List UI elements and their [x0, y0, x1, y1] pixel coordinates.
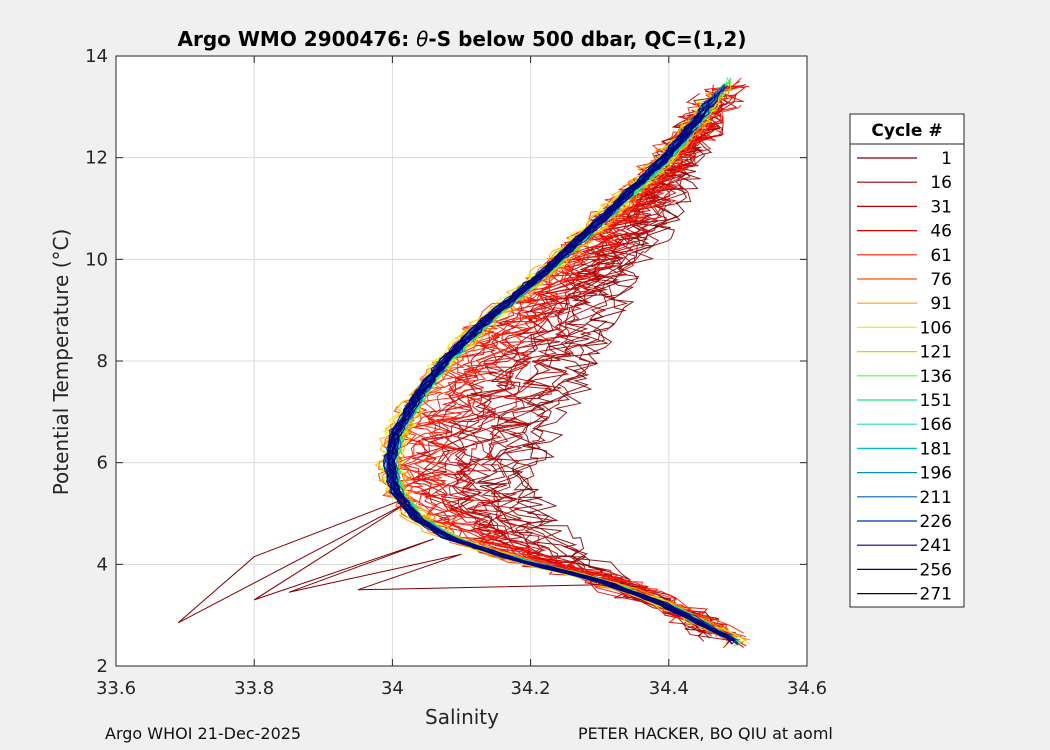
legend-box — [849, 113, 965, 608]
profile-line-cycle-16 — [505, 117, 736, 649]
footer-left: Argo WHOI 21-Dec-2025 — [105, 724, 302, 743]
legend-label: 211 — [920, 488, 952, 508]
legend-label: 241 — [920, 536, 952, 556]
legend-label: 256 — [920, 560, 952, 580]
legend-title: Cycle # — [871, 121, 942, 141]
legend-label: 166 — [920, 415, 952, 435]
y-tick-label: 14 — [85, 46, 108, 67]
x-tick-label: 33.6 — [96, 678, 136, 699]
chart-title: Argo WMO 2900476: θ-S below 500 dbar, QC… — [178, 27, 747, 51]
profile-line-cycle-31 — [456, 109, 712, 637]
y-tick-label: 8 — [97, 351, 108, 372]
profile-line-cycle-61 — [417, 113, 720, 630]
y-tick-label: 2 — [97, 656, 108, 677]
legend-label: 151 — [920, 391, 952, 411]
footer-right: PETER HACKER, BO QIU at aoml — [578, 724, 833, 743]
profile-line-cycle-16 — [475, 92, 745, 648]
x-tick-label: 34.2 — [511, 678, 551, 699]
legend-label: 16 — [930, 173, 952, 193]
legend-label: 106 — [920, 318, 952, 338]
profile-line-cycle-1-excursion — [177, 497, 600, 624]
profile-line-cycle-16 — [485, 90, 728, 628]
x-tick-label: 33.8 — [234, 678, 274, 699]
profile-line-cycle-61 — [413, 115, 744, 634]
profile-line-cycle-1 — [512, 121, 722, 631]
profile-line-cycle-271 — [387, 113, 710, 629]
profile-line-cycle-61 — [403, 104, 747, 638]
legend-label: 181 — [920, 439, 952, 459]
profile-line-cycle-61 — [378, 114, 718, 626]
y-axis-label: Potential Temperature (°C) — [49, 229, 73, 496]
y-tick-label: 10 — [85, 249, 108, 270]
x-tick-label: 34.4 — [649, 678, 689, 699]
legend-label: 46 — [930, 222, 952, 242]
legend-label: 136 — [920, 367, 952, 387]
profile-line-cycle-46 — [452, 106, 725, 628]
legend-label: 1 — [941, 149, 952, 169]
ticks: 33.6 33.8 34 34.2 34.4 34.6 2 4 6 8 10 12 14 — [85, 46, 827, 699]
x-tick-label: 34 — [381, 678, 404, 699]
legend: Cycle # 1 16 31 46 61 76 91 106 121 136 151 166 181 1… — [849, 113, 965, 608]
legend-label: 31 — [930, 197, 952, 217]
y-tick-label: 4 — [97, 554, 108, 575]
legend-label: 76 — [930, 270, 952, 290]
legend-label: 61 — [930, 246, 952, 266]
legend-label: 226 — [920, 512, 952, 532]
profile-line-cycle-46 — [448, 84, 747, 635]
y-tick-label: 6 — [97, 453, 108, 474]
legend-label: 196 — [920, 464, 952, 484]
profile-line-cycle-31 — [482, 84, 747, 647]
profile-lines — [177, 77, 751, 649]
x-tick-label: 34.6 — [787, 678, 827, 699]
y-tick-label: 12 — [85, 148, 108, 169]
legend-label: 271 — [920, 585, 952, 605]
legend-label: 121 — [920, 343, 952, 363]
x-axis-label: Salinity — [425, 705, 499, 729]
legend-label: 91 — [930, 294, 952, 314]
